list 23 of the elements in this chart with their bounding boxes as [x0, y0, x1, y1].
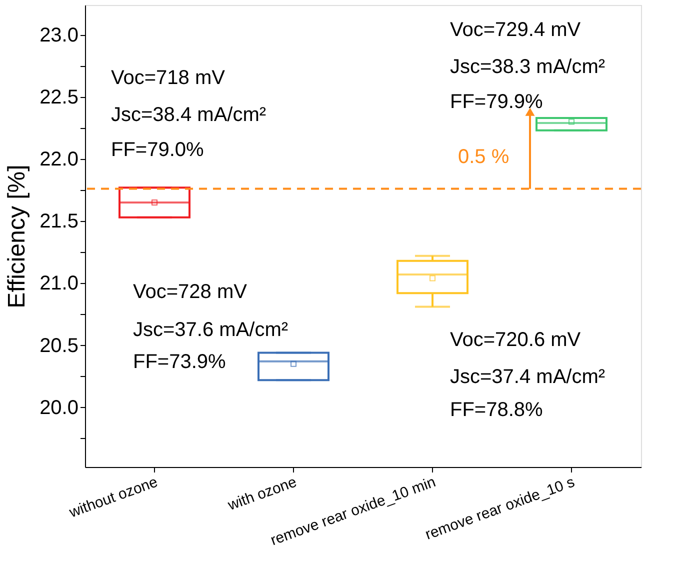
- annotation: Jsc=37.4 mA/cm²: [450, 366, 606, 388]
- annotation: 0.5 %: [458, 146, 510, 168]
- annotation: Jsc=38.4 mA/cm²: [111, 104, 266, 126]
- y-tick-label: 21.0: [40, 272, 78, 295]
- annotation: Voc=718 mV: [111, 67, 226, 89]
- y-tick-label: 23.0: [40, 24, 78, 46]
- annotation: FF=79.0%: [111, 139, 204, 161]
- y-tick-label: 20.0: [40, 396, 78, 419]
- y-tick-label: 22.0: [40, 148, 78, 170]
- annotation: Jsc=37.6 mA/cm²: [133, 319, 288, 341]
- y-axis-title: Efficiency [%]: [4, 164, 31, 308]
- annotation: Voc=728 mV: [133, 281, 248, 303]
- y-tick-label: 21.5: [40, 210, 78, 233]
- x-tick-label: with ozone: [224, 474, 299, 514]
- annotation: Voc=729.4 mV: [450, 19, 582, 41]
- annotation: FF=79.9%: [450, 91, 544, 113]
- annotation: Voc=720.6 mV: [450, 329, 582, 351]
- annotation: Jsc=38.3 mA/cm²: [450, 56, 606, 78]
- y-tick-label: 20.5: [40, 334, 78, 357]
- annotation: FF=73.9%: [133, 351, 226, 373]
- annotation: FF=78.8%: [450, 399, 544, 421]
- x-tick-label: without ozone: [66, 474, 160, 522]
- y-tick-label: 22.5: [40, 86, 78, 108]
